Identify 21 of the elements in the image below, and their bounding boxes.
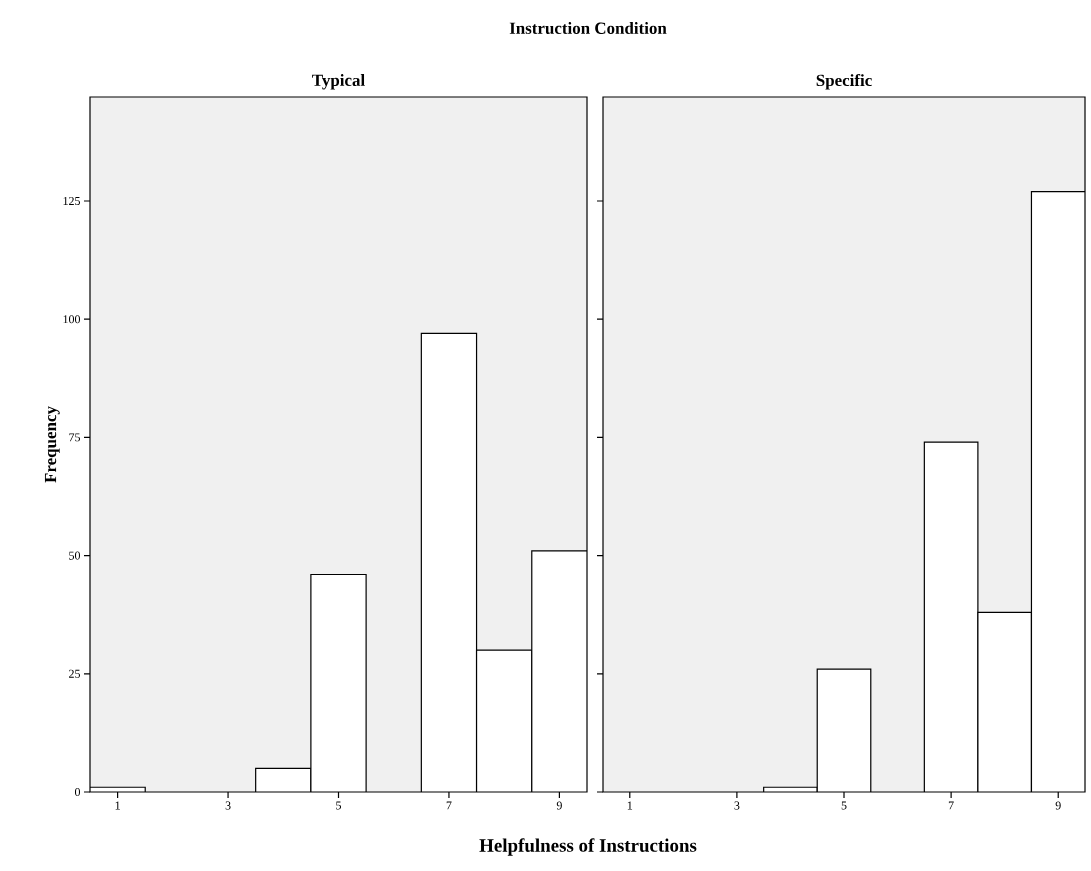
y-tick-label: 50: [69, 551, 81, 560]
x-tick-label: 5: [841, 801, 847, 810]
text: Instruction Condition: [509, 22, 667, 34]
x-tick-label: 1: [115, 801, 120, 810]
y-tick-label: 75: [69, 433, 81, 442]
y-tick-label: 125: [63, 196, 81, 206]
y-axis-title: Frequency: [44, 406, 60, 483]
y-tick-label: 0: [74, 787, 81, 797]
x-tick-label: 7: [948, 801, 954, 810]
y-tick-label: 100: [63, 315, 81, 324]
x-tick-label: 1: [627, 801, 633, 810]
chart-title: Typical: [312, 74, 365, 90]
y-tick-label: 25: [69, 669, 81, 678]
x-tick-label: 7: [446, 801, 452, 810]
chart-title: Specific: [816, 73, 872, 90]
x-axis-title: Helpfulness of Instructions: [479, 838, 697, 856]
x-tick-label: 3: [734, 801, 740, 810]
x-tick-label: 5: [336, 801, 342, 810]
x-tick-label: 9: [556, 801, 562, 810]
x-tick-label: 9: [1055, 801, 1061, 810]
x-tick-label: 3: [225, 801, 231, 810]
